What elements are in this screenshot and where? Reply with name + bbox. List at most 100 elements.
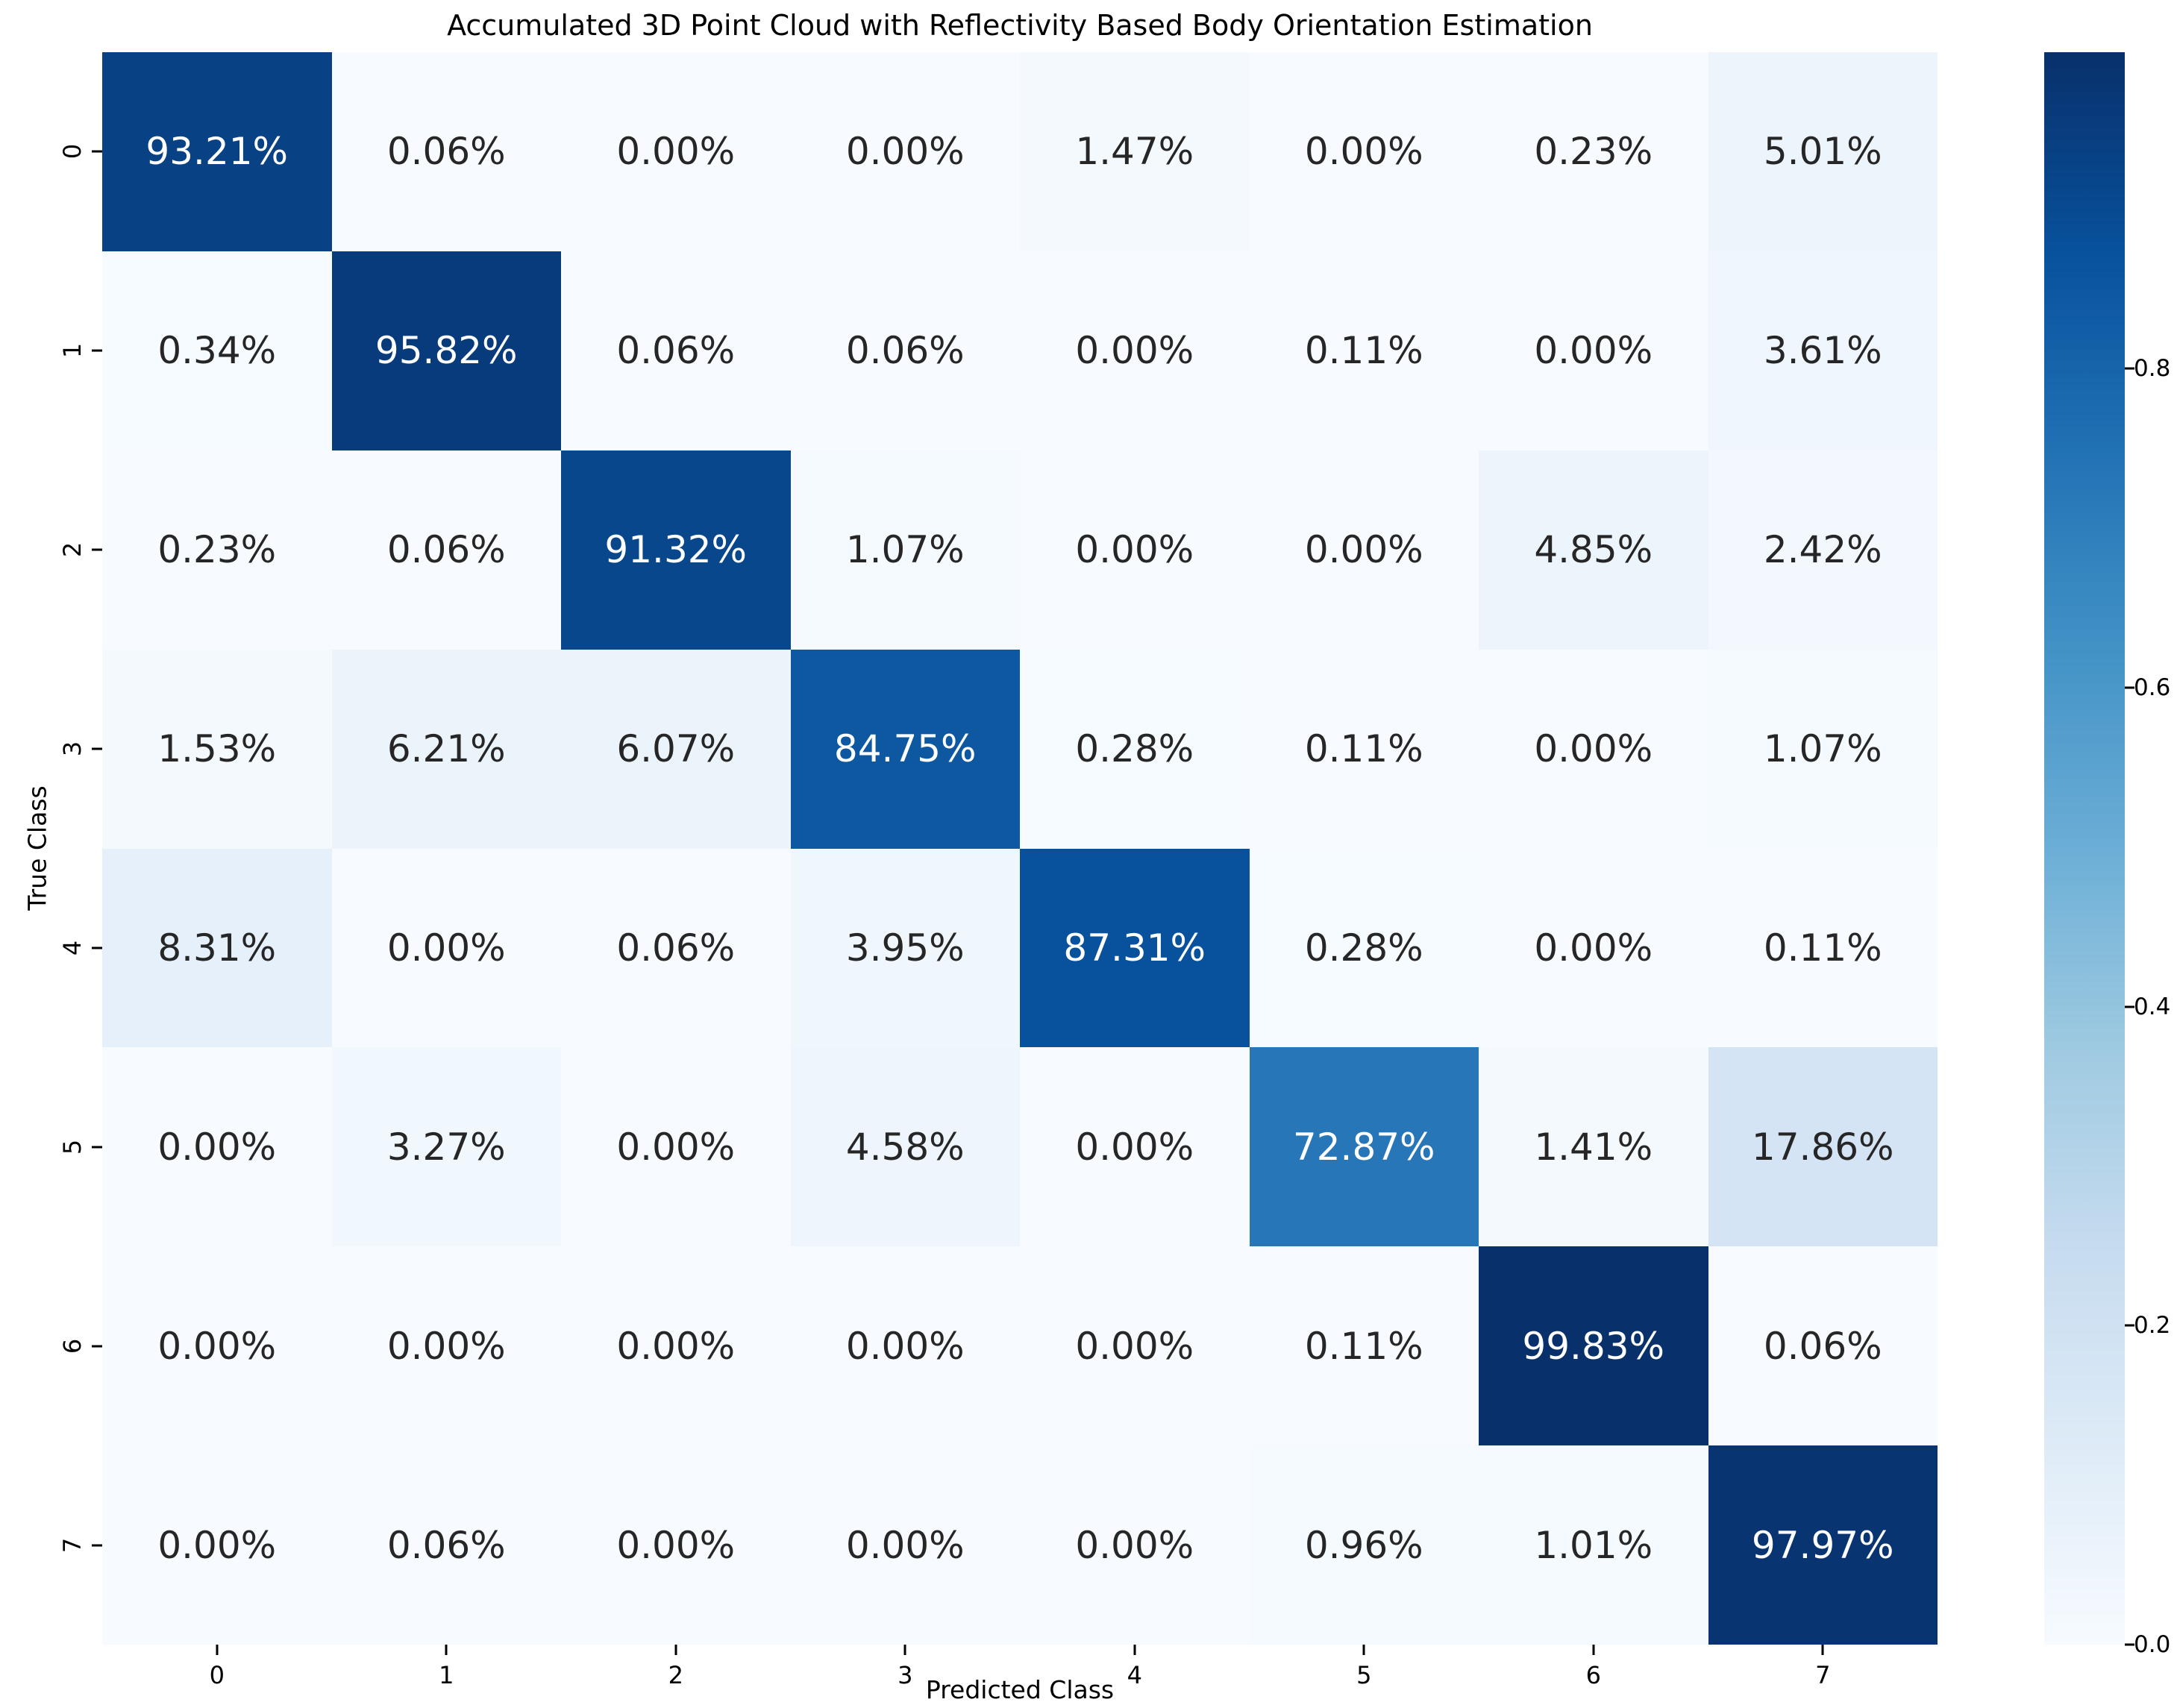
heatmap-cell-r7-c3: 0.00% xyxy=(790,1445,1020,1645)
heatmap-cell-r6-c4: 0.00% xyxy=(1020,1246,1250,1446)
x-tick-mark-5 xyxy=(1362,1645,1365,1655)
y-axis-ticks: 0 1 2 3 4 5 6 7 xyxy=(0,52,102,1645)
y-tick-label-3: 3 xyxy=(58,741,87,757)
heatmap-cell-r1-c1: 95.82% xyxy=(331,251,561,450)
heatmap-cell-r4-c2: 0.06% xyxy=(561,848,791,1048)
heatmap-cell-r1-c2: 0.06% xyxy=(561,251,791,450)
heatmap-cell-r5-c7: 17.86% xyxy=(1708,1047,1938,1247)
x-axis-label: Predicted Class xyxy=(925,1675,1115,1704)
heatmap-cell-r4-c3: 3.95% xyxy=(790,848,1020,1048)
y-tick-label-0: 0 xyxy=(58,144,87,160)
colorbar-tick-label-3: 0.6 xyxy=(2134,674,2171,701)
colorbar-tick-label-4: 0.8 xyxy=(2134,355,2171,383)
heatmap-cell-r6-c0: 0.00% xyxy=(102,1246,332,1446)
heatmap-cell-r7-c1: 0.06% xyxy=(331,1445,561,1645)
heatmap-cell-r5-c6: 1.41% xyxy=(1479,1047,1708,1247)
heatmap-cell-r7-c2: 0.00% xyxy=(561,1445,791,1645)
x-tick-label-1: 1 xyxy=(439,1661,454,1689)
heatmap-cell-r0-c0: 93.21% xyxy=(102,52,332,251)
heatmap-cell-r0-c4: 1.47% xyxy=(1020,52,1250,251)
heatmap-cell-r5-c5: 72.87% xyxy=(1249,1047,1479,1247)
heatmap-cell-r1-c6: 0.00% xyxy=(1479,251,1708,450)
heatmap-cell-r6-c7: 0.06% xyxy=(1708,1246,1938,1446)
heatmap-cell-r5-c3: 4.58% xyxy=(790,1047,1020,1247)
heatmap-cell-r7-c7: 97.97% xyxy=(1708,1445,1938,1645)
y-tick-label-1: 1 xyxy=(58,343,87,359)
heatmap-cell-r0-c2: 0.00% xyxy=(561,52,791,251)
x-tick-mark-6 xyxy=(1592,1645,1595,1655)
colorbar-tick-mark-4 xyxy=(2125,367,2134,370)
heatmap-cell-r1-c5: 0.11% xyxy=(1249,251,1479,450)
heatmap-cell-r0-c7: 5.01% xyxy=(1708,52,1938,251)
x-tick-mark-1 xyxy=(445,1645,448,1655)
heatmap-cell-r6-c1: 0.00% xyxy=(331,1246,561,1446)
y-tick-label-7: 7 xyxy=(58,1537,87,1553)
x-tick-label-5: 5 xyxy=(1356,1661,1372,1689)
x-tick-mark-3 xyxy=(903,1645,906,1655)
colorbar-tick-label-2: 0.4 xyxy=(2134,993,2171,1020)
x-tick-mark-0 xyxy=(216,1645,219,1655)
heatmap-cell-r6-c6: 99.83% xyxy=(1479,1246,1708,1446)
y-tick-label-2: 2 xyxy=(58,542,87,558)
y-tick-mark-4 xyxy=(92,946,102,949)
heatmap-cell-r3-c3: 84.75% xyxy=(790,649,1020,849)
chart-title: Accumulated 3D Point Cloud with Reflecti… xyxy=(447,9,1593,42)
heatmap-cell-r2-c0: 0.23% xyxy=(102,450,332,650)
heatmap-cell-r0-c6: 0.23% xyxy=(1479,52,1708,251)
heatmap-cell-r5-c2: 0.00% xyxy=(561,1047,791,1247)
colorbar-tick-label-0: 0.0 xyxy=(2134,1631,2171,1658)
y-tick-mark-5 xyxy=(92,1146,102,1149)
heatmap-cell-r6-c2: 0.00% xyxy=(561,1246,791,1446)
heatmap-cell-r5-c4: 0.00% xyxy=(1020,1047,1250,1247)
heatmap-cell-r4-c7: 0.11% xyxy=(1708,848,1938,1048)
heatmap-cell-r7-c6: 1.01% xyxy=(1479,1445,1708,1645)
heatmap-cell-r2-c4: 0.00% xyxy=(1020,450,1250,650)
heatmap-cell-r5-c1: 3.27% xyxy=(331,1047,561,1247)
x-tick-mark-4 xyxy=(1133,1645,1136,1655)
heatmap-cell-r3-c1: 6.21% xyxy=(331,649,561,849)
heatmap-cell-r1-c3: 0.06% xyxy=(790,251,1020,450)
y-tick-label-5: 5 xyxy=(58,1139,87,1155)
heatmap-cell-r2-c5: 0.00% xyxy=(1249,450,1479,650)
heatmap-cell-r3-c5: 0.11% xyxy=(1249,649,1479,849)
colorbar-tick-mark-3 xyxy=(2125,686,2134,689)
heatmap-cell-r1-c7: 3.61% xyxy=(1708,251,1938,450)
x-tick-label-3: 3 xyxy=(898,1661,913,1689)
heatmap-cell-r4-c4: 87.31% xyxy=(1020,848,1250,1048)
colorbar-gradient xyxy=(2044,52,2125,1645)
y-tick-label-4: 4 xyxy=(58,940,87,956)
x-tick-mark-2 xyxy=(674,1645,677,1655)
x-tick-label-7: 7 xyxy=(1815,1661,1831,1689)
heatmap-cell-r0-c1: 0.06% xyxy=(331,52,561,251)
colorbar-tick-mark-1 xyxy=(2125,1324,2134,1327)
heatmap-cell-r7-c4: 0.00% xyxy=(1020,1445,1250,1645)
y-tick-mark-3 xyxy=(92,747,102,750)
x-tick-label-4: 4 xyxy=(1127,1661,1142,1689)
heatmap-cell-r3-c0: 1.53% xyxy=(102,649,332,849)
y-tick-mark-7 xyxy=(92,1544,102,1547)
x-axis-ticks: 0 1 2 3 4 5 6 7 xyxy=(102,1645,1938,1704)
heatmap-cell-r4-c6: 0.00% xyxy=(1479,848,1708,1048)
heatmap-cell-r1-c4: 0.00% xyxy=(1020,251,1250,450)
colorbar-tick-label-1: 0.2 xyxy=(2134,1312,2171,1340)
heatmap-cell-r3-c2: 6.07% xyxy=(561,649,791,849)
heatmap-cell-r5-c0: 0.00% xyxy=(102,1047,332,1247)
heatmap-cell-r0-c5: 0.00% xyxy=(1249,52,1479,251)
heatmap-cell-r3-c7: 1.07% xyxy=(1708,649,1938,849)
x-tick-mark-7 xyxy=(1821,1645,1824,1655)
heatmap-cell-r2-c2: 91.32% xyxy=(561,450,791,650)
heatmap-cell-r7-c5: 0.96% xyxy=(1249,1445,1479,1645)
heatmap-cell-r1-c0: 0.34% xyxy=(102,251,332,450)
heatmap-cell-r4-c5: 0.28% xyxy=(1249,848,1479,1048)
heatmap-cell-r6-c5: 0.11% xyxy=(1249,1246,1479,1446)
heatmap-cell-r2-c7: 2.42% xyxy=(1708,450,1938,650)
heatmap-cell-r0-c3: 0.00% xyxy=(790,52,1020,251)
colorbar-tick-mark-0 xyxy=(2125,1643,2134,1646)
y-tick-mark-6 xyxy=(92,1345,102,1348)
heatmap-cell-r4-c0: 8.31% xyxy=(102,848,332,1048)
x-tick-label-2: 2 xyxy=(668,1661,683,1689)
colorbar: 0.0 0.2 0.4 0.6 0.8 xyxy=(2044,52,2170,1658)
y-tick-mark-0 xyxy=(92,150,102,153)
heatmap-cell-r7-c0: 0.00% xyxy=(102,1445,332,1645)
